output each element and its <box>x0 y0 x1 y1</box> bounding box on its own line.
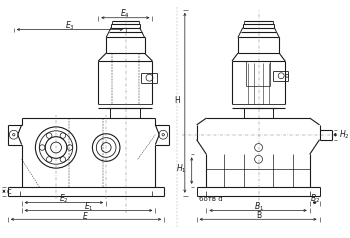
Text: $E_1$: $E_1$ <box>84 200 93 213</box>
Text: $E_2$: $E_2$ <box>59 192 69 205</box>
Text: $E_3$: $E_3$ <box>65 19 75 32</box>
Text: $B_1$: $B_1$ <box>253 200 264 213</box>
Text: H: H <box>174 96 180 105</box>
Text: $B_2$: $B_2$ <box>309 192 320 205</box>
Text: 6отв d: 6отв d <box>198 196 222 202</box>
Text: $H_1$: $H_1$ <box>176 163 187 175</box>
Text: $E_4$: $E_4$ <box>120 8 130 20</box>
Text: $E$: $E$ <box>82 210 89 221</box>
Text: $H_2$: $H_2$ <box>339 129 350 141</box>
Text: B: B <box>256 211 261 220</box>
Text: C: C <box>7 189 12 195</box>
